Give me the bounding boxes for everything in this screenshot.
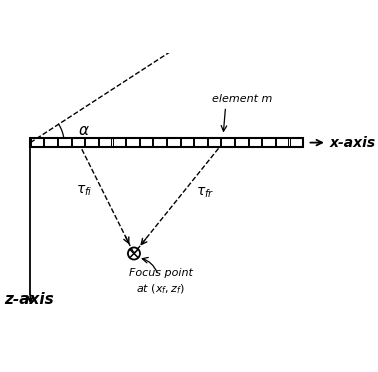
Text: $\tau_{fi}$: $\tau_{fi}$ bbox=[76, 184, 93, 198]
Text: x-axis: x-axis bbox=[329, 136, 375, 150]
Bar bbox=[99, 138, 112, 147]
Bar bbox=[126, 138, 139, 147]
Text: Focus point: Focus point bbox=[129, 268, 192, 278]
Text: element m: element m bbox=[212, 94, 273, 104]
Bar bbox=[85, 138, 98, 147]
Bar bbox=[235, 138, 248, 147]
Bar bbox=[58, 138, 71, 147]
Bar bbox=[153, 138, 166, 147]
Bar bbox=[72, 138, 84, 147]
Text: z-axis: z-axis bbox=[4, 292, 54, 307]
Bar bbox=[181, 138, 193, 147]
Bar bbox=[249, 138, 261, 147]
Bar bbox=[30, 138, 303, 147]
Bar bbox=[222, 138, 234, 147]
Bar bbox=[113, 138, 125, 147]
Bar bbox=[208, 138, 220, 147]
Text: at $(x_f,z_f)$: at $(x_f,z_f)$ bbox=[136, 282, 185, 296]
Bar bbox=[262, 138, 275, 147]
Text: $\tau_{fr}$: $\tau_{fr}$ bbox=[196, 186, 214, 201]
Bar bbox=[290, 138, 302, 147]
Bar bbox=[194, 138, 207, 147]
Bar bbox=[31, 138, 43, 147]
Bar bbox=[167, 138, 180, 147]
Text: $\alpha$: $\alpha$ bbox=[77, 123, 89, 138]
Bar bbox=[140, 138, 152, 147]
Bar bbox=[45, 138, 57, 147]
Bar bbox=[276, 138, 288, 147]
